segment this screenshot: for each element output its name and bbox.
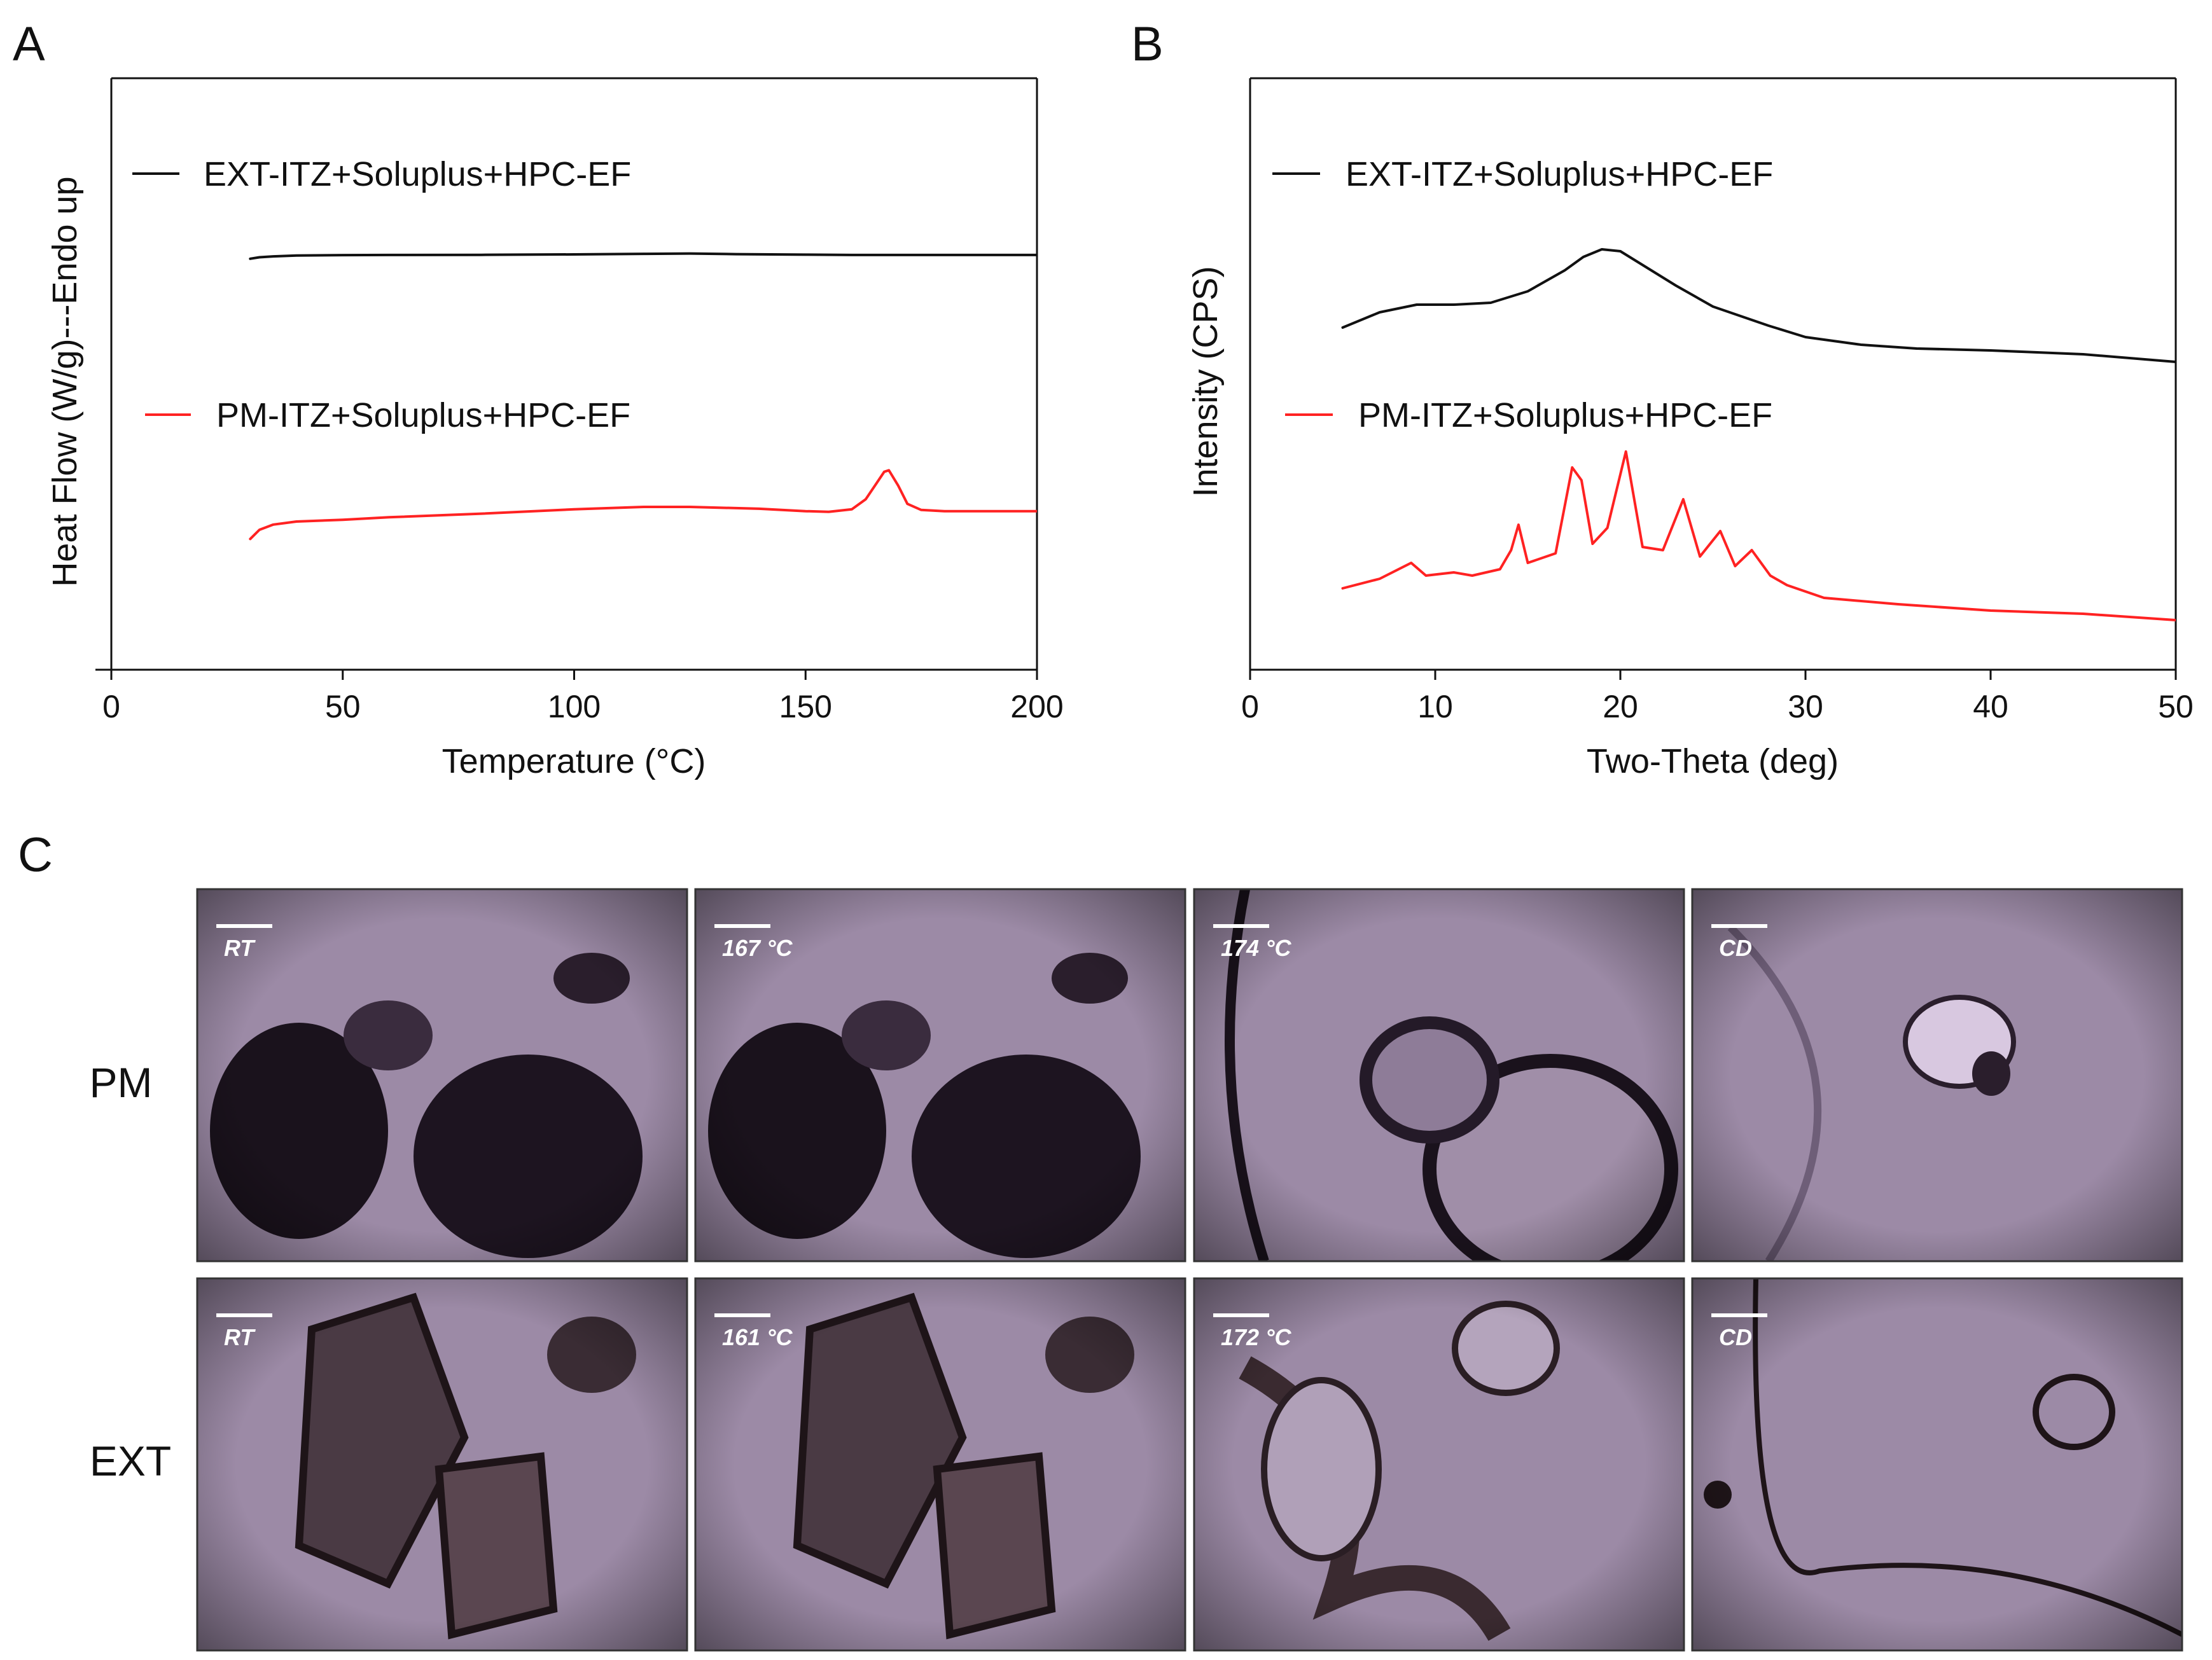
micrograph-ext-4: CD [1691, 1277, 2183, 1652]
panel-b-x-title: Two-Theta (deg) [1587, 742, 1839, 780]
panel-b-y-title: Intensity (CPS) [1186, 266, 1225, 497]
panel-a: A 0 50 100 150 200 Temperature (°C) Heat Flo… [13, 17, 1064, 780]
panel-a-legend-label-ext: EXT-ITZ+Soluplus+HPC-EF [204, 155, 631, 193]
panel-b-x-ticks: 0 10 20 30 40 50 [1241, 670, 2194, 724]
panel-a-series-line-pm [249, 469, 1037, 541]
panel-a-x-tick-label: 100 [548, 689, 601, 724]
micrograph-label: 174 °C [1221, 935, 1291, 961]
panel-b-x-tick-label: 30 [1788, 689, 1823, 724]
panel-a-x-title: Temperature (°C) [442, 742, 706, 780]
micrograph-label: 167 °C [722, 935, 793, 961]
micrograph-ext-1: RT [196, 1277, 688, 1652]
panel-a-x-tick-label: 0 [102, 689, 120, 724]
micrograph-pm-3: 174 °C [1193, 888, 1685, 1262]
panel-a-x-tick-label: 150 [779, 689, 832, 724]
micrograph-label: CD [1719, 935, 1752, 961]
micrograph-label: RT [224, 935, 256, 961]
panel-a-series-line-ext [249, 252, 1037, 260]
panel-b-x-tick-label: 0 [1241, 689, 1259, 724]
micrograph-label: 172 °C [1221, 1324, 1291, 1350]
panel-b-x-tick-label: 20 [1603, 689, 1638, 724]
panel-b: B 0 10 20 30 40 50 Two-Theta (deg) Intensity … [1131, 17, 2194, 780]
panel-a-x-tick-label: 200 [1010, 689, 1063, 724]
micrograph-ext-2: 161 °C [694, 1277, 1186, 1652]
panel-b-series-line-pm [1341, 450, 2176, 621]
micrograph-ext-3: 172 °C [1193, 1277, 1685, 1652]
panel-b-x-tick-label: 10 [1417, 689, 1453, 724]
panel-a-x-tick-label: 50 [325, 689, 361, 724]
micrograph-label: RT [224, 1324, 256, 1350]
panel-c: C PM EXT RT 167 °C 174 °C CD RT 161 °C 172 °C C… [18, 828, 2183, 1652]
panel-b-x-tick-label: 40 [1973, 689, 2008, 724]
micrograph-pm-1: RT [196, 888, 688, 1262]
panel-b-x-tick-label: 50 [2158, 689, 2194, 724]
micrograph-label: CD [1719, 1324, 1752, 1350]
panel-a-legend-label-pm: PM-ITZ+Soluplus+HPC-EF [216, 396, 630, 434]
panel-b-series [1341, 248, 2176, 621]
micrograph-pm-4: CD [1691, 888, 2183, 1262]
panel-a-y-title: Heat Flow (W/g)---Endo up [46, 176, 84, 586]
panel-c-letter: C [18, 828, 53, 882]
micrograph-label: 161 °C [722, 1324, 793, 1350]
micrograph-pm-2: 167 °C [694, 888, 1186, 1262]
micrograph-grid: RT 167 °C 174 °C CD RT 161 °C 172 °C CD [196, 888, 2183, 1652]
panel-b-legend-label-pm: PM-ITZ+Soluplus+HPC-EF [1358, 396, 1772, 434]
row-label-pm: PM [90, 1059, 153, 1106]
panel-b-letter: B [1131, 17, 1164, 71]
panel-b-series-line-ext [1341, 248, 2176, 363]
panel-a-x-ticks: 0 50 100 150 200 [102, 670, 1064, 724]
row-label-ext: EXT [90, 1437, 171, 1484]
panel-a-letter: A [13, 17, 45, 71]
panel-b-legend-label-ext: EXT-ITZ+Soluplus+HPC-EF [1346, 155, 1773, 193]
panel-a-series [249, 252, 1037, 541]
